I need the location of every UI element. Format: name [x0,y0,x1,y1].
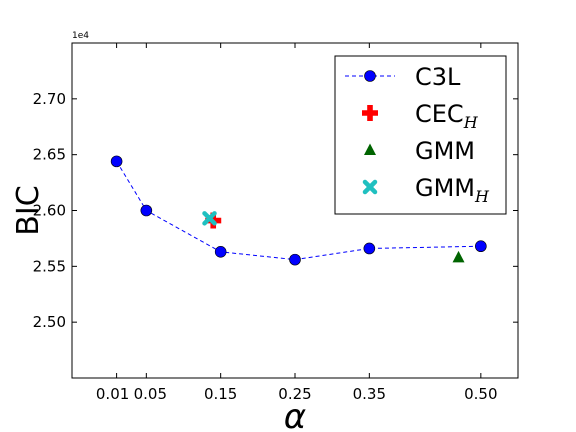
x-tick-label: 0.50 [464,385,497,403]
legend-cech-marker [362,105,378,121]
x-marker-stroke [202,211,217,226]
legend-gmm-marker [364,143,376,155]
legend-gmm-label: GMM [415,137,475,165]
legend-box [334,55,507,215]
c3l-point [363,242,376,255]
y-tick-label: 2.70 [33,90,66,108]
legend-gmmh-subscript: H [474,187,490,206]
x-tick-label: 0.35 [353,385,386,403]
gmmh-point [202,211,217,226]
c3l-point [140,204,153,217]
series-layer [110,155,487,266]
c3l-line [116,161,481,261]
x-tick-label: 0.25 [278,385,311,403]
x-marker-stroke [362,179,378,195]
y-tick-label: 2.50 [33,313,66,331]
legend-c3l-label: C3L [415,63,461,91]
c3l-point [110,155,123,168]
y-axis-offset-label: 1e4 [72,31,89,41]
legend-cech-subscript: H [463,113,479,132]
x-tick-label: 0.15 [204,385,237,403]
c3l-point [214,246,227,258]
y-tick-label: 2.60 [33,202,66,220]
gmm-point [452,250,465,263]
y-tick-label: 2.65 [33,146,66,164]
x-tick-label: 0.05 [134,385,167,403]
c3l-point [475,240,487,253]
y-tick-label: 2.55 [33,257,66,275]
x-tick-label: 0.01 [96,385,129,403]
c3l-point [289,253,301,266]
y-axis-label: BIC [11,185,46,235]
legend-gmmh-marker [362,179,378,195]
x-axis-label: α [284,397,306,432]
axis-ticks: 0.01 0.05 0.15 0.25 0.35 0.50 2.50 2.55 2.60 2.65… [33,43,518,403]
legend-c3l-marker [364,70,376,82]
